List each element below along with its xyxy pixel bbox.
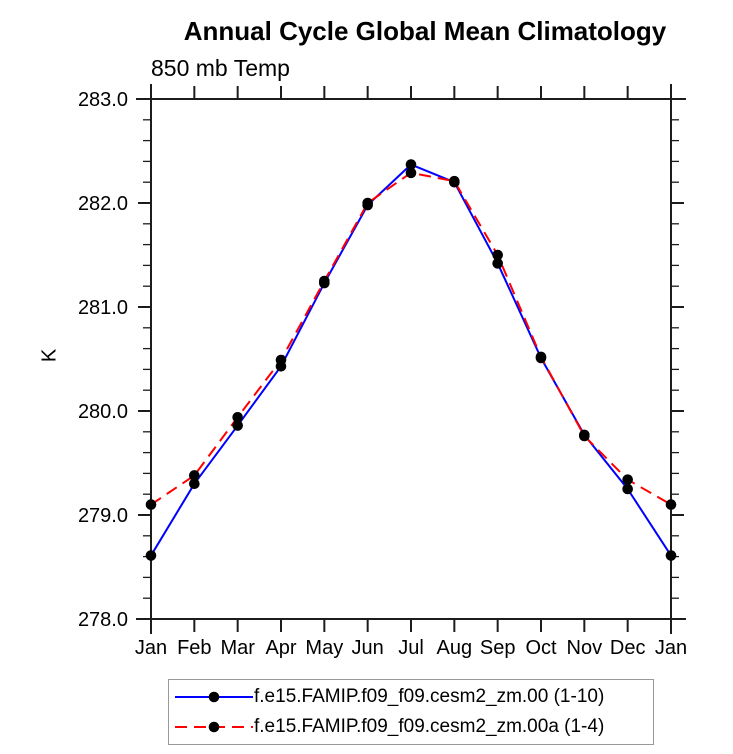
y-tick-label: 282.0 [78, 193, 128, 215]
data-point [189, 478, 200, 490]
x-tick-label: May [305, 637, 343, 659]
y-tick-label: 283.0 [78, 89, 128, 111]
legend-entry: f.e15.FAMIP.f09_f09.cesm2_zm.00a (1-4) [175, 712, 653, 742]
data-point [492, 258, 503, 269]
data-point [405, 159, 417, 170]
data-point [622, 474, 633, 485]
x-tick-label: Oct [525, 637, 557, 659]
x-tick-label: Jul [398, 637, 424, 659]
data-point [579, 430, 590, 442]
x-tick-label: Feb [177, 637, 211, 659]
data-point [665, 499, 677, 510]
x-tick-label: Jun [352, 637, 384, 659]
x-tick-label: Jan [655, 637, 687, 659]
legend-label: f.e15.FAMIP.f09_f09.cesm2_zm.00 (1-10) [254, 686, 605, 707]
x-tick-label: Sep [480, 637, 516, 659]
data-point [665, 550, 677, 561]
data-point [492, 249, 503, 261]
data-point [232, 420, 243, 431]
x-tick-label: Mar [220, 637, 255, 659]
data-point [535, 351, 547, 363]
chart-subtitle: 850 mb Temp [151, 55, 290, 81]
x-tick-label: Nov [567, 637, 603, 659]
y-tick-label: 281.0 [78, 297, 128, 319]
y-tick-label: 279.0 [78, 505, 128, 527]
data-point [232, 411, 243, 423]
x-tick-label: Apr [265, 637, 296, 659]
legend-box: f.e15.FAMIP.f09_f09.cesm2_zm.00 (1-10) f… [168, 679, 654, 745]
x-tick-label: Jan [135, 637, 167, 659]
series-line-1 [150, 171, 672, 506]
legend-entry: f.e15.FAMIP.f09_f09.cesm2_zm.00 (1-10) [175, 682, 653, 712]
x-tick-label: Aug [437, 637, 473, 659]
y-axis-label: K [38, 348, 61, 363]
data-point [449, 175, 460, 187]
data-point [189, 470, 200, 481]
data-point [145, 550, 157, 561]
data-point [405, 167, 417, 179]
data-point [362, 197, 373, 209]
y-tick-label: 280.0 [78, 401, 128, 423]
data-point [622, 483, 633, 495]
data-point [145, 499, 157, 510]
x-tick-label: Dec [610, 637, 646, 659]
data-point [319, 275, 330, 287]
series-line-0 [150, 163, 672, 557]
legend-label: f.e15.FAMIP.f09_f09.cesm2_zm.00a (1-4) [254, 716, 605, 737]
legend-dashed-line-marker-icon [175, 721, 253, 733]
y-tick-label: 278.0 [78, 609, 128, 631]
legend-solid-line-marker-icon [175, 691, 253, 703]
data-point [275, 354, 287, 366]
chart-title: Annual Cycle Global Mean Climatology [183, 16, 667, 46]
